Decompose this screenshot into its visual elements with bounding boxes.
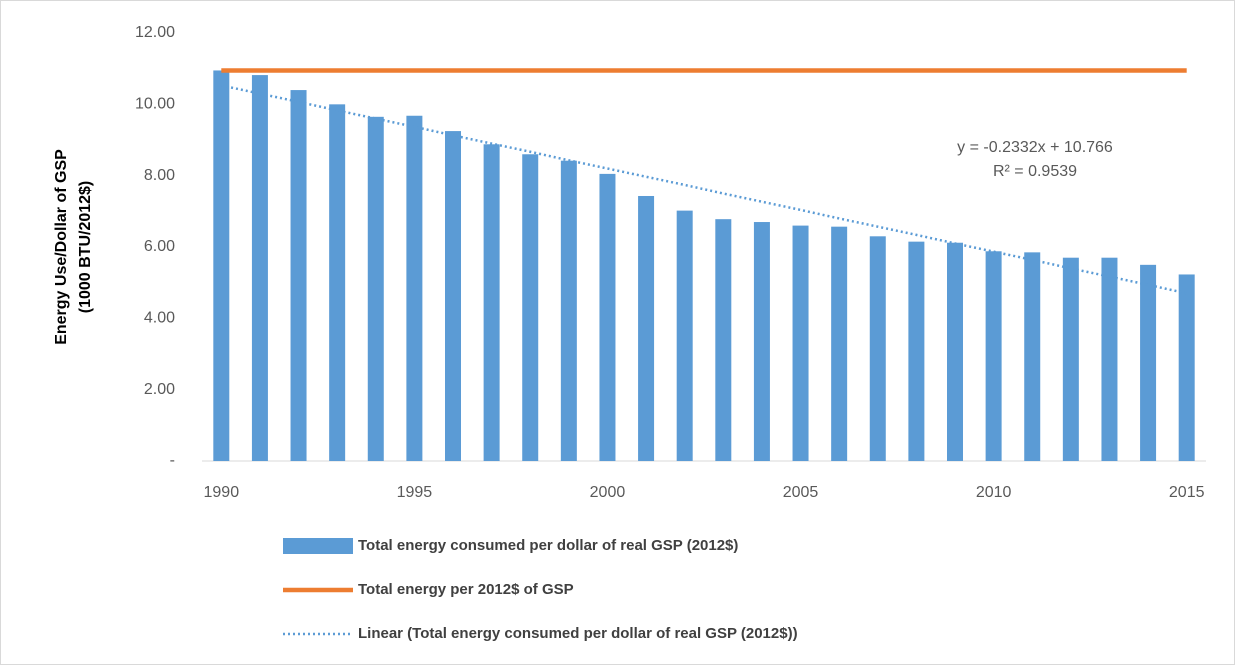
bar bbox=[1178, 274, 1195, 461]
bar bbox=[1062, 257, 1079, 461]
y-tick-label: 12.00 bbox=[135, 24, 175, 41]
bar bbox=[367, 116, 384, 462]
bar bbox=[638, 195, 655, 461]
bar bbox=[831, 226, 848, 461]
bar bbox=[1140, 264, 1157, 461]
legend-label: Linear (Total energy consumed per dollar… bbox=[358, 625, 798, 642]
x-tick-label: 1990 bbox=[204, 484, 240, 501]
y-tick-label: 8.00 bbox=[144, 167, 175, 184]
y-tick-label: 4.00 bbox=[144, 310, 175, 327]
bar bbox=[792, 225, 809, 461]
bar bbox=[1024, 252, 1041, 461]
bar bbox=[329, 104, 346, 461]
bar bbox=[251, 75, 268, 461]
bar bbox=[406, 115, 423, 461]
trend-equation: y = -0.2332x + 10.766 bbox=[957, 139, 1113, 156]
bar bbox=[522, 154, 539, 461]
bar bbox=[753, 222, 770, 461]
y-tick-label: 6.00 bbox=[144, 238, 175, 255]
bar bbox=[947, 242, 963, 461]
x-tick-label: 2015 bbox=[1169, 484, 1205, 501]
legend-label: Total energy per 2012$ of GSP bbox=[358, 581, 574, 598]
bar bbox=[676, 210, 693, 461]
bar bbox=[599, 173, 616, 461]
x-tick-label: 1995 bbox=[397, 484, 433, 501]
legend-symbol bbox=[283, 538, 353, 554]
y-tick-label: 2.00 bbox=[144, 381, 175, 398]
bar bbox=[1101, 257, 1118, 461]
y-axis-label: Energy Use/Dollar of GSP bbox=[53, 149, 70, 345]
legend-label: Total energy consumed per dollar of real… bbox=[358, 537, 738, 554]
y-axis-label: (1000 BTU/2012$) bbox=[77, 181, 94, 314]
y-tick-label: 10.00 bbox=[135, 96, 175, 113]
bar bbox=[290, 90, 307, 462]
trend-r-squared: R² = 0.9539 bbox=[993, 163, 1077, 180]
bar bbox=[483, 144, 500, 461]
x-tick-label: 2010 bbox=[976, 484, 1012, 501]
bar bbox=[985, 251, 1002, 461]
bar bbox=[715, 219, 732, 461]
bar bbox=[560, 160, 577, 462]
y-tick-label: - bbox=[170, 452, 175, 469]
x-tick-label: 2005 bbox=[783, 484, 819, 501]
bar bbox=[908, 241, 925, 461]
bar bbox=[869, 236, 886, 461]
x-tick-label: 2000 bbox=[590, 484, 626, 501]
bar bbox=[213, 70, 230, 461]
bar bbox=[445, 131, 461, 462]
